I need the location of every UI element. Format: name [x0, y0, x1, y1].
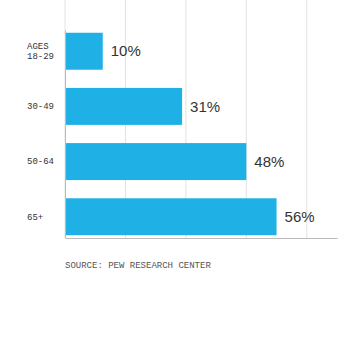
y-axis: AGES18-29 30-49 50-64 65+	[27, 31, 66, 239]
y-tick-label: AGES18-29	[27, 42, 54, 62]
y-tick-label: 30-49	[27, 102, 54, 112]
source: SOURCE: PEW RESEARCH CENTER	[65, 261, 211, 271]
y-axis-line	[65, 31, 66, 239]
plot: AGES18-29 30-49 50-64 65+ 10% 31% 48% 56%	[27, 0, 338, 239]
data-label: 31%	[190, 98, 220, 115]
data-label: 10%	[111, 42, 141, 59]
y-tick-label: 65+	[27, 213, 43, 223]
data-labels: 10% 31% 48% 56%	[111, 42, 315, 225]
x-axis	[66, 238, 338, 240]
y-tick: AGES18-29	[27, 42, 65, 62]
bar	[65, 88, 182, 125]
y-tick-label: 50-64	[27, 157, 54, 167]
x-axis-line	[66, 238, 338, 239]
chart: AGES18-29 30-49 50-64 65+ 10% 31% 48% 56% SOURCE…	[0, 0, 360, 360]
y-tick: 30-49	[27, 102, 65, 112]
bar	[65, 33, 103, 70]
bars	[65, 33, 277, 235]
data-label: 48%	[254, 153, 284, 170]
y-tick: 65+	[27, 213, 65, 223]
y-tick: 50-64	[27, 157, 65, 167]
bar	[65, 143, 246, 180]
grid	[65, 0, 307, 238]
grid-line	[306, 0, 307, 238]
bar	[65, 198, 277, 235]
data-label: 56%	[285, 208, 315, 225]
grid-line	[65, 0, 66, 238]
